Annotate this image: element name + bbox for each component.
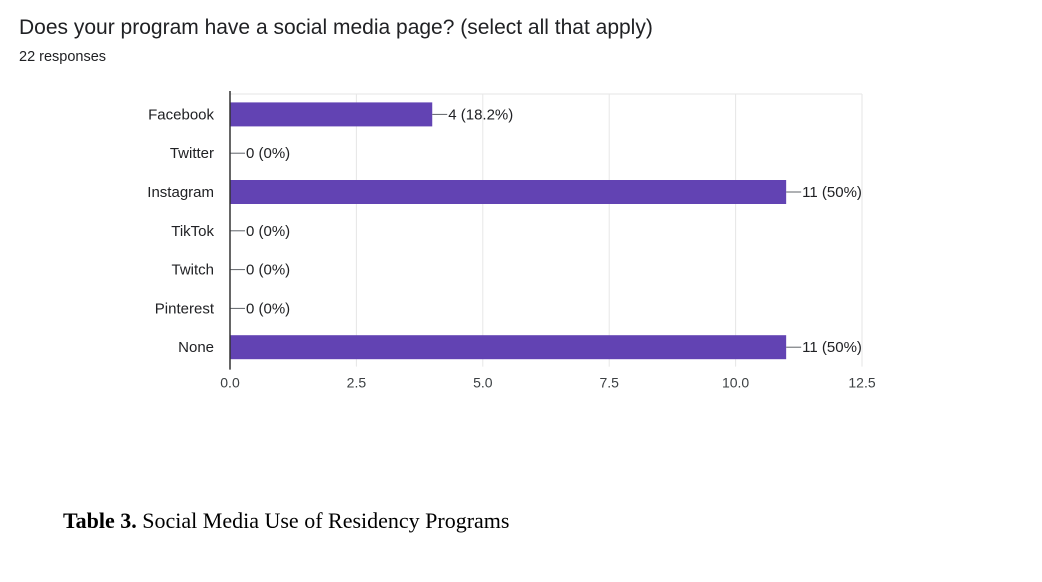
category-label: Facebook (148, 106, 214, 123)
data-label: 11 (50%) (802, 184, 862, 201)
data-label: 0 (0%) (246, 223, 290, 240)
data-label: 4 (18.2%) (448, 106, 513, 123)
caption-label: Table 3. (63, 508, 137, 533)
data-label: 11 (50%) (802, 339, 862, 356)
category-label: None (178, 339, 214, 356)
response-count: 22 responses (19, 49, 107, 65)
x-tick-label: 2.5 (347, 375, 367, 391)
x-tick-label: 10.0 (722, 375, 749, 391)
x-tick-label: 5.0 (473, 375, 493, 391)
bar-chart: 0.0 2.5 5.0 7.5 10.0 12.5 Facebook 4 (18.2%) Twi… (147, 91, 876, 391)
category-label: Twitter (170, 145, 214, 162)
data-label: 0 (0%) (246, 262, 290, 279)
x-tick-label: 12.5 (848, 375, 875, 391)
category-label: Instagram (147, 184, 214, 201)
bar (230, 180, 787, 204)
data-label: 0 (0%) (246, 300, 290, 317)
caption-text: Social Media Use of Residency Programs (136, 508, 510, 533)
figure-caption: Table 3. Social Media Use of Residency P… (63, 506, 509, 536)
bar (230, 335, 787, 360)
category-label: TikTok (171, 223, 214, 240)
x-tick-label: 0.0 (220, 375, 240, 391)
x-tick-label: 7.5 (599, 375, 619, 391)
category-label: Pinterest (155, 300, 215, 317)
bar (230, 102, 433, 127)
question-title: Does your program have a social media pa… (19, 16, 653, 39)
data-label: 0 (0%) (246, 145, 290, 162)
category-label: Twitch (171, 262, 214, 279)
